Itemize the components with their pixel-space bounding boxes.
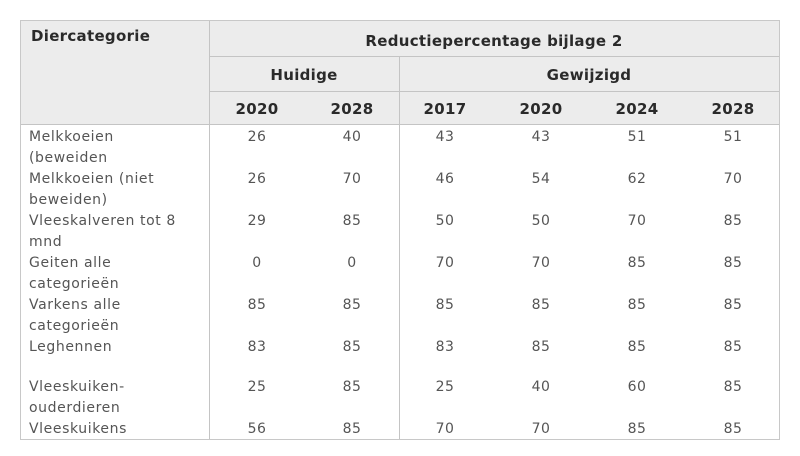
value-cell: 85 — [247, 297, 267, 313]
year-header: 2028 — [711, 100, 755, 118]
value-cell: 85 — [627, 421, 647, 437]
value-cell: 85 — [723, 297, 743, 313]
value-cell: 85 — [627, 255, 647, 271]
value-cell: 85 — [342, 297, 362, 313]
value-cell: 54 — [531, 171, 551, 187]
row-label: Geiten alle — [29, 255, 112, 271]
header-divider-2 — [209, 91, 779, 92]
row-label: Varkens alle — [29, 297, 121, 313]
subgroup-gewijzigd: Gewijzigd — [546, 66, 632, 84]
row-label: Vleeskuikens — [29, 421, 128, 437]
value-cell: 50 — [531, 213, 551, 229]
value-cell: 70 — [723, 171, 743, 187]
row-label: categorieën — [29, 276, 120, 292]
value-cell: 40 — [342, 129, 362, 145]
value-cell: 56 — [247, 421, 267, 437]
value-cell: 51 — [627, 129, 647, 145]
row-label: beweiden) — [29, 192, 108, 208]
emission-reduction-table: Diercategorie Reductiepercentage bijlage… — [20, 20, 780, 440]
year-header: 2017 — [423, 100, 467, 118]
value-cell: 70 — [342, 171, 362, 187]
value-cell: 26 — [247, 171, 267, 187]
value-cell: 62 — [627, 171, 647, 187]
row-label: mnd — [29, 234, 63, 250]
corner-header: Diercategorie — [31, 27, 151, 45]
value-cell: 85 — [627, 339, 647, 355]
value-cell: 85 — [342, 339, 362, 355]
value-cell: 0 — [347, 255, 357, 271]
value-cell: 85 — [342, 379, 362, 395]
value-cell: 25 — [435, 379, 455, 395]
value-cell: 85 — [342, 421, 362, 437]
value-cell: 85 — [723, 379, 743, 395]
table-header — [21, 21, 779, 124]
value-cell: 85 — [723, 339, 743, 355]
value-cell: 85 — [627, 297, 647, 313]
year-header: 2024 — [615, 100, 659, 118]
row-label: Melkkoeien — [29, 129, 114, 145]
header-bottom-border — [21, 124, 779, 125]
row-label: ouderdieren — [29, 400, 121, 416]
row-label: Melkkoeien (niet — [29, 171, 155, 187]
value-cell: 60 — [627, 379, 647, 395]
row-label: Vleeskuiken- — [29, 379, 125, 395]
value-cell: 0 — [252, 255, 262, 271]
value-cell: 70 — [531, 421, 551, 437]
column-divider-label — [209, 21, 210, 439]
header-divider-1 — [209, 56, 779, 57]
value-cell: 70 — [531, 255, 551, 271]
value-cell: 83 — [247, 339, 267, 355]
value-cell: 85 — [723, 255, 743, 271]
value-cell: 85 — [531, 339, 551, 355]
year-header: 2020 — [235, 100, 279, 118]
value-cell: 25 — [247, 379, 267, 395]
value-cell: 26 — [247, 129, 267, 145]
value-cell: 85 — [342, 213, 362, 229]
value-cell: 83 — [435, 339, 455, 355]
year-header: 2020 — [519, 100, 563, 118]
value-cell: 70 — [435, 255, 455, 271]
year-header: 2028 — [330, 100, 374, 118]
value-cell: 85 — [723, 213, 743, 229]
value-cell: 51 — [723, 129, 743, 145]
value-cell: 85 — [435, 297, 455, 313]
subgroup-huidige: Huidige — [270, 66, 338, 84]
row-label: Vleeskalveren tot 8 — [29, 213, 176, 229]
value-cell: 70 — [435, 421, 455, 437]
value-cell: 85 — [723, 421, 743, 437]
value-cell: 43 — [435, 129, 455, 145]
row-label: (beweiden — [29, 150, 108, 166]
value-cell: 46 — [435, 171, 455, 187]
value-cell: 70 — [627, 213, 647, 229]
row-label: categorieën — [29, 318, 120, 334]
value-cell: 50 — [435, 213, 455, 229]
row-label: Leghennen — [29, 339, 113, 355]
column-divider-group — [399, 56, 400, 439]
value-cell: 29 — [247, 213, 267, 229]
value-cell: 43 — [531, 129, 551, 145]
value-cell: 40 — [531, 379, 551, 395]
value-cell: 85 — [531, 297, 551, 313]
group-header: Reductiepercentage bijlage 2 — [365, 32, 623, 50]
